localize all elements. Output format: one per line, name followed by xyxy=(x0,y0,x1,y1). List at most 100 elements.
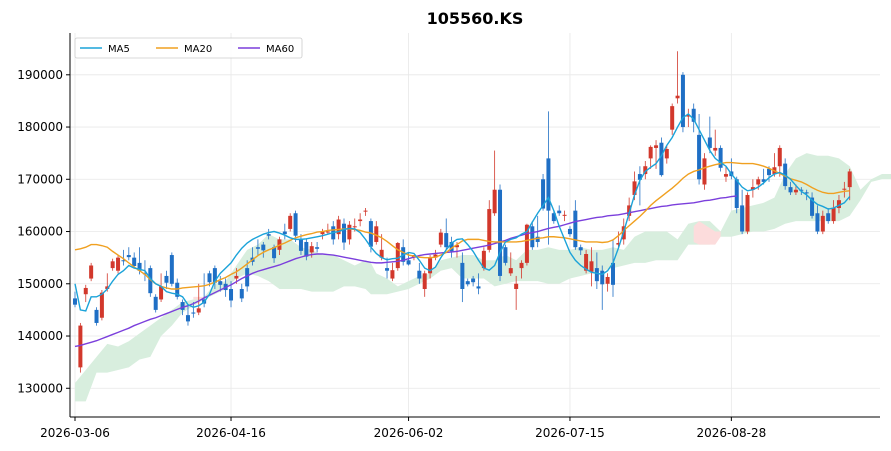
candle-body xyxy=(336,219,341,235)
candle-body xyxy=(648,146,653,159)
candle-body xyxy=(723,174,728,177)
candle-body xyxy=(476,286,481,289)
cloud-bearish-area xyxy=(693,221,721,245)
candle-body xyxy=(745,194,750,232)
x-tick-label: 2026-04-16 xyxy=(196,426,266,440)
candle-body xyxy=(385,268,390,271)
y-tick-label: 170000 xyxy=(17,172,63,186)
y-tick-label: 190000 xyxy=(17,68,63,82)
candle-body xyxy=(740,205,745,232)
candle-body xyxy=(616,243,621,245)
candle-body xyxy=(261,244,266,251)
candle-body xyxy=(788,187,793,193)
candle-body xyxy=(546,158,551,211)
x-tick-label: 2026-08-28 xyxy=(696,426,766,440)
candle-body xyxy=(352,226,357,228)
ma5-line xyxy=(74,113,851,312)
candle-body xyxy=(175,282,180,297)
candle-body xyxy=(374,226,379,242)
candle-body xyxy=(218,281,223,285)
candle-body xyxy=(417,270,422,279)
candle-body xyxy=(449,241,454,252)
candle-body xyxy=(315,247,320,249)
y-tick-label: 150000 xyxy=(17,277,63,291)
x-tick-label: 2026-07-15 xyxy=(535,426,605,440)
candle-body xyxy=(826,213,831,222)
legend-box xyxy=(74,37,303,59)
candle-body xyxy=(535,236,540,242)
candle-body xyxy=(767,168,772,176)
candle-body xyxy=(105,286,110,289)
candle-body xyxy=(191,312,196,314)
candle-body xyxy=(288,215,293,229)
candle-body xyxy=(358,219,363,222)
candle-body xyxy=(551,213,556,222)
candle-body xyxy=(196,308,201,313)
candle-body xyxy=(245,268,250,287)
candle-body xyxy=(185,315,190,322)
legend: MA5 MA20 MA60 xyxy=(74,37,303,59)
candle-body xyxy=(239,289,244,299)
candle-body xyxy=(395,243,400,269)
candle-body xyxy=(777,147,782,167)
candle-body xyxy=(438,232,443,245)
candle-body xyxy=(325,231,330,233)
candle-body xyxy=(272,247,277,259)
x-tick-label: 2026-06-02 xyxy=(374,426,444,440)
candle-body xyxy=(836,200,841,209)
candle-body xyxy=(847,171,852,188)
candle-body xyxy=(691,108,696,122)
candle-body xyxy=(454,245,459,248)
candle-body xyxy=(444,233,449,248)
y-tick-label: 180000 xyxy=(17,120,63,134)
candle-body xyxy=(347,224,352,240)
candle-body xyxy=(793,189,798,193)
candle-body xyxy=(686,115,691,117)
candle-body xyxy=(659,142,664,176)
candle-body xyxy=(116,257,121,271)
candle-body xyxy=(820,215,825,232)
candle-body xyxy=(465,281,470,285)
ma20-line xyxy=(74,161,850,290)
candle-body xyxy=(266,234,271,236)
candle-body xyxy=(379,249,384,258)
candle-body xyxy=(761,179,766,182)
candle-body xyxy=(589,261,594,272)
candle-body xyxy=(433,254,438,258)
candle-body xyxy=(611,262,615,285)
candle-body xyxy=(557,210,562,214)
candle-body xyxy=(126,255,131,258)
candle-body xyxy=(159,286,164,300)
candle-body xyxy=(234,275,239,279)
candle-body xyxy=(707,137,712,148)
gridlines xyxy=(70,33,880,417)
candle-body xyxy=(282,231,287,235)
candle-body xyxy=(153,296,158,310)
candle-body xyxy=(675,95,680,99)
candle-body xyxy=(83,287,88,295)
candle-body xyxy=(734,179,739,209)
candle-body xyxy=(78,325,83,368)
candle-body xyxy=(110,261,115,269)
candle-body xyxy=(524,224,529,263)
candle-body xyxy=(713,147,718,151)
candle-body xyxy=(368,221,373,247)
candle-body xyxy=(164,275,169,283)
y-tick-label: 140000 xyxy=(17,329,63,343)
cloud-bullish-area xyxy=(75,153,891,402)
candle-body xyxy=(562,214,567,216)
candle-body xyxy=(460,262,465,289)
candle-body xyxy=(137,262,142,271)
candle-body xyxy=(514,283,519,289)
candle-body xyxy=(670,106,675,130)
candle-body xyxy=(530,226,535,248)
candle-body xyxy=(309,246,314,253)
candle-body xyxy=(680,74,685,128)
candle-body xyxy=(627,205,632,216)
candle-body xyxy=(718,147,723,168)
candle-body xyxy=(573,210,578,248)
candle-body xyxy=(815,213,820,232)
candle-body xyxy=(132,257,137,267)
candle-body xyxy=(804,192,809,194)
